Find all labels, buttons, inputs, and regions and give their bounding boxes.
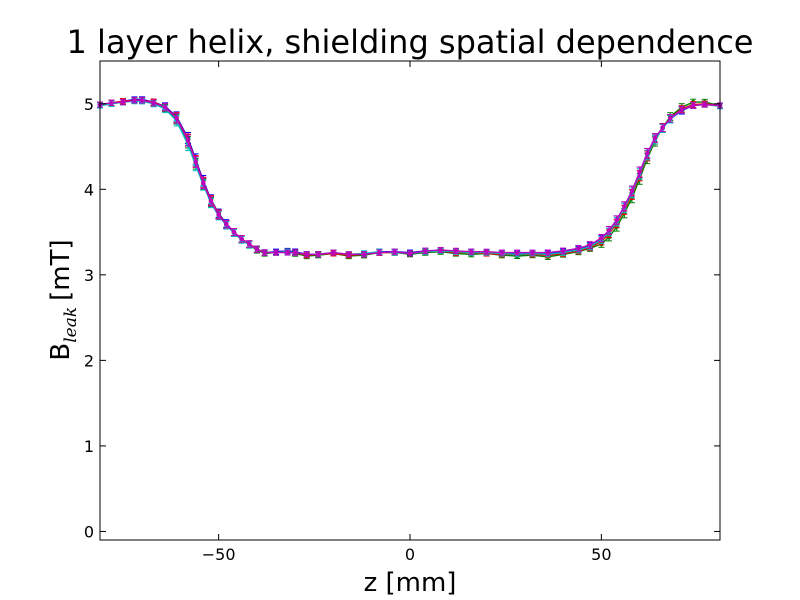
data-point	[247, 241, 252, 247]
series-4	[97, 98, 723, 258]
data-point	[162, 104, 168, 110]
data-point	[576, 246, 581, 251]
data-point	[361, 252, 367, 257]
data-point	[208, 199, 214, 204]
data-point	[331, 250, 336, 255]
data-point	[514, 250, 520, 255]
data-point	[377, 250, 382, 255]
y-tick-label: 0	[84, 522, 94, 541]
data-point	[499, 250, 505, 255]
data-point	[606, 228, 612, 233]
data-point	[109, 100, 114, 106]
data-point	[545, 250, 550, 255]
data-point	[530, 250, 535, 255]
data-point	[637, 169, 642, 175]
data-point	[120, 99, 126, 105]
data-point	[239, 236, 244, 242]
data-point	[304, 252, 309, 257]
data-point	[392, 249, 397, 254]
data-point	[254, 246, 260, 252]
y-tick-label: 3	[84, 266, 94, 285]
y-axis-label-main: B	[46, 343, 76, 361]
series-line	[99, 98, 721, 256]
y-tick-label: 1	[84, 437, 94, 456]
data-point	[622, 204, 627, 209]
data-point	[614, 217, 619, 223]
data-point	[315, 252, 321, 257]
y-tick-label: 5	[84, 95, 94, 114]
series-line	[99, 99, 721, 256]
series-line	[99, 99, 721, 258]
data-point	[679, 107, 684, 112]
data-point	[201, 181, 206, 186]
x-tick-label: 0	[405, 545, 415, 564]
data-point	[587, 242, 593, 248]
series-2	[97, 97, 723, 260]
chart-title: 1 layer helix, shielding spatial depende…	[67, 23, 754, 61]
data-point	[629, 188, 635, 194]
series-layer	[97, 96, 723, 260]
data-point	[599, 235, 604, 241]
series-line	[99, 99, 721, 256]
data-point	[273, 250, 279, 255]
data-point	[151, 100, 156, 106]
data-point	[453, 248, 459, 254]
data-point	[224, 222, 229, 227]
data-point	[346, 252, 351, 257]
y-axis-label-subscript: leak	[61, 307, 81, 343]
data-point	[469, 249, 474, 254]
data-point	[484, 249, 489, 254]
data-point	[132, 98, 137, 103]
data-point	[560, 248, 566, 254]
series-1	[97, 96, 723, 259]
data-point	[193, 159, 198, 165]
data-point	[407, 251, 413, 256]
data-point	[139, 98, 145, 103]
y-axis-label: Bleak [mT]	[46, 239, 81, 360]
series-line	[99, 100, 721, 256]
data-point	[262, 250, 267, 255]
ticks-layer: −50 0 50 0 1 2 3 4 5	[84, 61, 720, 564]
series-3	[97, 97, 723, 259]
data-point	[645, 151, 650, 156]
data-point	[231, 229, 237, 235]
y-axis-label-unit: [mT]	[46, 239, 76, 301]
x-axis-label: z [mm]	[364, 568, 457, 598]
data-point	[285, 250, 290, 255]
data-point	[438, 247, 443, 253]
data-point	[216, 212, 221, 218]
data-point	[691, 103, 696, 108]
x-tick-label: 50	[591, 545, 611, 564]
plot-frame	[99, 60, 721, 541]
y-tick-label: 2	[84, 351, 94, 370]
series-5	[97, 97, 723, 258]
data-point	[292, 250, 298, 255]
y-tick-label: 4	[84, 180, 94, 199]
data-point	[668, 116, 673, 121]
x-tick-label: −50	[202, 545, 236, 564]
data-point	[174, 116, 179, 121]
data-point	[702, 102, 707, 107]
data-point	[652, 135, 658, 141]
data-point	[660, 125, 665, 130]
data-point	[185, 138, 191, 143]
data-point	[423, 248, 428, 254]
